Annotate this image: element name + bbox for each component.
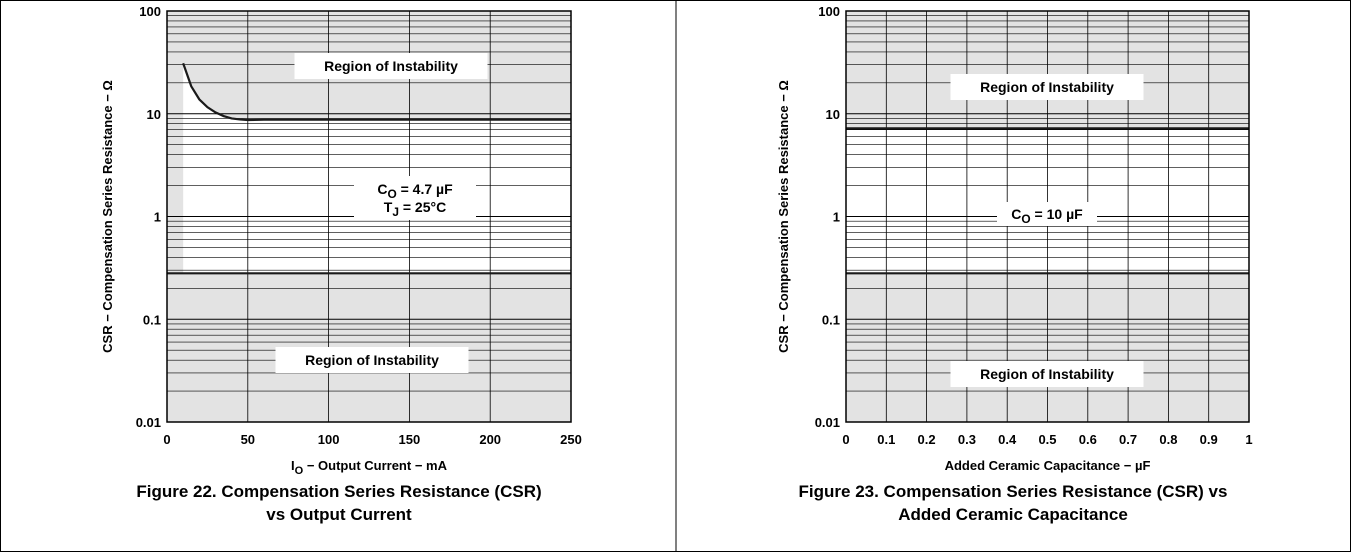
y-tick-label: 10 <box>147 107 161 122</box>
y-tick-label: 0.01 <box>815 415 840 430</box>
region-label-box-bottom <box>950 361 1144 387</box>
region-label-box-top <box>294 53 488 79</box>
region-label-box-top <box>950 74 1144 100</box>
figure-caption-line: Added Ceramic Capacitance <box>898 505 1128 524</box>
annotation-line: TJ = 25°C <box>384 199 446 219</box>
y-axis-title: CSR − Compensation Series Resistance − Ω <box>776 80 791 353</box>
plot-frame <box>845 10 1250 423</box>
x-axis-title: Added Ceramic Capacitance − µF <box>945 458 1151 473</box>
x-tick-label: 0.5 <box>1038 432 1056 447</box>
plot-frame <box>166 10 572 423</box>
figure-caption-line: vs Output Current <box>266 505 412 524</box>
x-tick-label: 0.9 <box>1200 432 1218 447</box>
x-tick-label: 0.4 <box>998 432 1017 447</box>
y-tick-label: 10 <box>826 107 840 122</box>
y-tick-label: 100 <box>139 4 161 19</box>
x-axis-title: IO − Output Current − mA <box>291 458 448 477</box>
annotation-box <box>354 176 476 220</box>
figure-22-panel: Region of Instability Region of Instabili… <box>100 4 582 524</box>
x-tick-label: 0.3 <box>958 432 976 447</box>
x-tick-label: 200 <box>479 432 501 447</box>
x-tick-label: 0.8 <box>1159 432 1177 447</box>
annotation-box <box>997 202 1097 226</box>
x-tick-label: 0.6 <box>1079 432 1097 447</box>
x-tick-label: 50 <box>241 432 255 447</box>
x-tick-label: 0.7 <box>1119 432 1137 447</box>
region-label-top: Region of Instability <box>980 79 1114 95</box>
x-tick-label: 0.1 <box>877 432 895 447</box>
y-tick-label: 1 <box>833 210 840 225</box>
region-label-top: Region of Instability <box>324 58 458 74</box>
figure-caption-line: Figure 22. Compensation Series Resistanc… <box>136 482 541 501</box>
upper-boundary-line <box>182 62 571 122</box>
region-label-bottom: Region of Instability <box>980 366 1114 382</box>
y-tick-label: 100 <box>818 4 840 19</box>
y-tick-label: 0.1 <box>143 312 161 327</box>
figure-caption-line: Figure 23. Compensation Series Resistanc… <box>799 482 1228 501</box>
annotation-line: CO = 10 µF <box>1011 206 1083 226</box>
y-axis-title: CSR − Compensation Series Resistance − Ω <box>100 80 115 353</box>
annotation-line: CO = 4.7 µF <box>377 181 453 201</box>
stable-region <box>183 63 571 274</box>
x-tick-label: 250 <box>560 432 582 447</box>
region-label-bottom: Region of Instability <box>305 352 439 368</box>
figure-23-panel: Region of Instability Region of Instabili… <box>776 4 1253 524</box>
region-label-box-bottom <box>275 347 469 373</box>
x-tick-label: 150 <box>399 432 421 447</box>
x-tick-label: 0 <box>842 432 849 447</box>
x-tick-label: 0.2 <box>918 432 936 447</box>
x-tick-label: 100 <box>318 432 340 447</box>
x-tick-label: 1 <box>1245 432 1252 447</box>
y-tick-label: 0.01 <box>136 415 161 430</box>
y-tick-label: 0.1 <box>822 312 840 327</box>
y-tick-label: 1 <box>154 210 161 225</box>
x-tick-label: 0 <box>163 432 170 447</box>
